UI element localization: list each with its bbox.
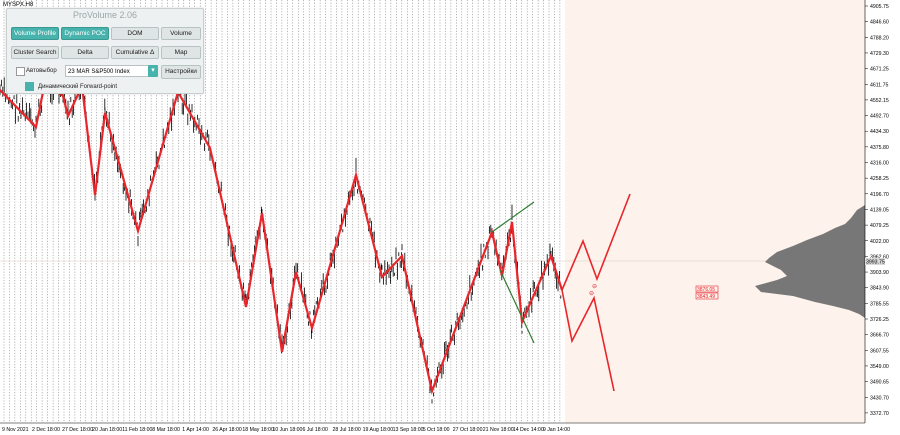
time-tick: 9 Nov 2021 [2, 427, 29, 433]
time-tick: 9 Jan 14:00 [543, 427, 570, 433]
time-tick: 27 Dec 18:00 [62, 427, 93, 433]
forecast-area [565, 0, 865, 423]
volume-level-2: 3843.49 [697, 294, 715, 300]
price-tick: 3785.55 [870, 301, 889, 307]
time-tick: 8 Mar 18:00 [152, 427, 180, 433]
time-axis-labels: 9 Nov 2021 2 Dec 18:00 27 Dec 18:00 20 Jan … [2, 427, 570, 433]
cluster-search-button[interactable]: Cluster Search [11, 46, 59, 59]
volume-profile [755, 205, 865, 318]
price-tick: 4022.00 [870, 239, 889, 245]
time-tick: 14 Dec 14:00 [513, 427, 544, 433]
dynamic-poc-button[interactable]: Dynamic POC [61, 27, 109, 40]
price-tick: 4375.80 [870, 145, 889, 151]
symbol-label: MYSPX.H8 [3, 2, 34, 8]
price-tick: 3607.55 [870, 348, 889, 354]
price-tick: 4258.25 [870, 176, 889, 182]
price-tick: 4611.75 [870, 82, 888, 88]
zigzag-line [0, 80, 564, 395]
time-tick: 21 Nov 18:00 [483, 427, 514, 433]
price-tick: 4905.75 [870, 4, 889, 10]
time-tick: 19 Aug 18:00 [363, 427, 394, 433]
volume-level-labels: 3876.05 3843.49 [695, 285, 719, 300]
price-tick: 3666.70 [870, 333, 889, 339]
forecast-zigzag-lower [561, 289, 615, 392]
price-tick: 4552.15 [870, 98, 889, 104]
price-tick: 4671.25 [870, 67, 889, 73]
price-tick: 4846.60 [870, 20, 889, 26]
autoselect-label: Автовыбор [26, 68, 57, 74]
price-tick: 4139.05 [870, 207, 889, 213]
volume-button[interactable]: Volume [161, 27, 201, 40]
price-tick: 4316.00 [870, 161, 889, 167]
time-tick: 6 Jul 18:00 [303, 427, 328, 433]
price-tick: 3372.70 [870, 411, 889, 417]
time-tick: 28 Jul 18:00 [333, 427, 361, 433]
time-tick: 13 Sep 18:00 [393, 427, 424, 433]
forward-point-label: Динамический Forward-point [38, 84, 118, 90]
price-tick: 4434.30 [870, 129, 889, 135]
autoselect-checkbox[interactable] [16, 67, 25, 76]
time-tick: 20 Jan 18:00 [92, 427, 122, 433]
settings-button[interactable]: Настройки [161, 65, 201, 79]
time-tick: 26 Apr 18:00 [212, 427, 242, 433]
cumulative-delta-button[interactable]: Cumulative Δ [111, 46, 159, 59]
price-tick: 3549.00 [870, 364, 889, 370]
instrument-select[interactable]: 23 MAR S&P500 Index [65, 65, 149, 77]
time-tick: 5 Oct 18:00 [423, 427, 450, 433]
price-tick: 3843.90 [870, 286, 889, 292]
marker-1: ⊖ [592, 284, 597, 290]
price-tick: 3726.25 [870, 317, 889, 323]
delta-button[interactable]: Delta [61, 46, 109, 59]
time-tick: 10 Jun 18:00 [272, 427, 302, 433]
forecast-zigzag-upper [561, 193, 631, 291]
time-tick: 2 Dec 18:00 [32, 427, 60, 433]
price-tick: 3430.70 [870, 395, 889, 401]
time-tick: 27 Oct 18:00 [453, 427, 483, 433]
price-tick: 4079.25 [870, 223, 889, 229]
time-tick: 1 Apr 14:00 [182, 427, 209, 433]
forward-point-icon[interactable] [25, 82, 34, 91]
current-price-value: 3993.75 [866, 260, 885, 266]
price-tick: 3903.90 [870, 270, 889, 276]
volume-level-1: 3876.05 [697, 287, 715, 293]
map-button[interactable]: Map [161, 46, 201, 59]
price-tick: 4492.70 [870, 114, 889, 120]
price-axis-labels: 4905.75 4846.60 4788.20 4729.30 4671.25 4611.… [865, 4, 889, 417]
price-tick: 3490.65 [870, 380, 889, 386]
dropdown-arrow-icon[interactable]: ▾ [148, 65, 158, 77]
provolume-panel[interactable]: ProVolume 2.06 Volume Profile Dynamic PO… [6, 8, 204, 94]
dom-button[interactable]: DOM [111, 27, 159, 40]
marker-2: ⊖ [589, 291, 594, 297]
channel-upper [491, 201, 535, 233]
time-axis[interactable] [0, 423, 900, 435]
current-price-tag [865, 258, 885, 265]
time-tick: 11 Feb 18:00 [122, 427, 152, 433]
price-bars [0, 73, 562, 404]
price-axis[interactable] [865, 0, 900, 435]
price-tick: 4788.20 [870, 35, 889, 41]
time-tick: 18 May 18:00 [242, 427, 274, 433]
price-tick: 4729.30 [870, 51, 889, 57]
volume-profile-button[interactable]: Volume Profile [11, 27, 59, 40]
channel-lower [499, 269, 535, 344]
price-tick: 4196.70 [870, 192, 889, 198]
price-tick: 3962.60 [870, 254, 889, 260]
panel-title: ProVolume 2.06 [72, 10, 138, 20]
